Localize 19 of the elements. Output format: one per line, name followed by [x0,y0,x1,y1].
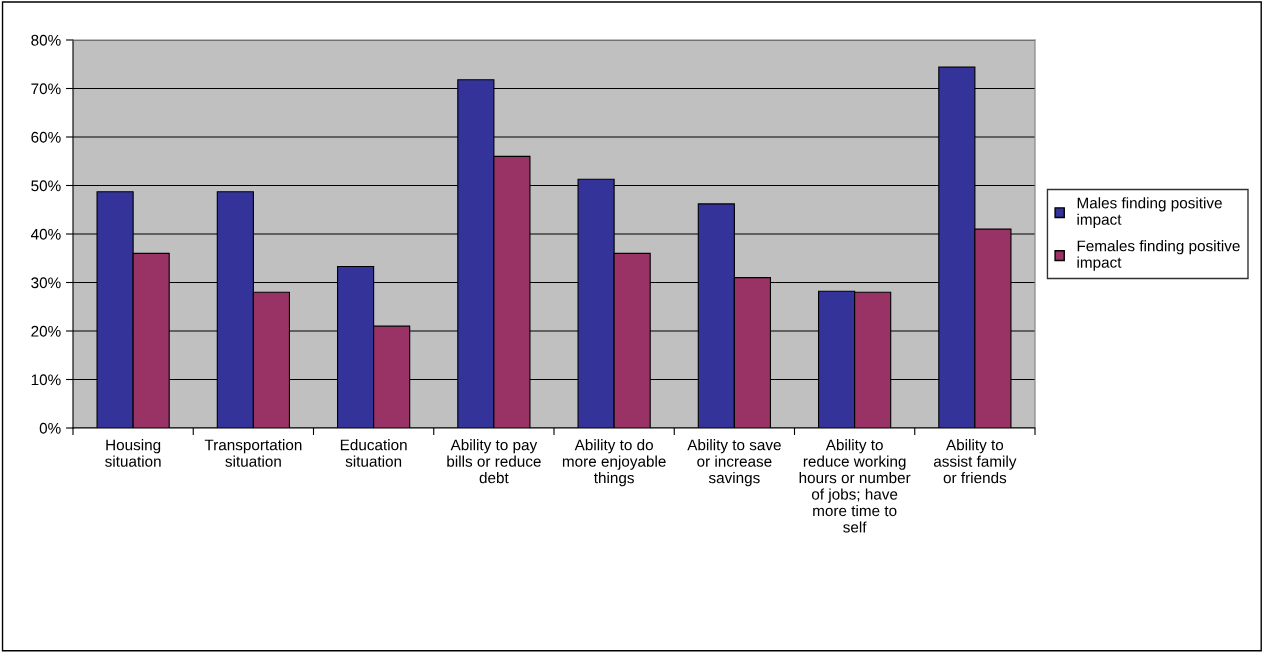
x-tick-label: Ability to reduce working hours or number of jobs; have more time to self [799,439,911,533]
y-tick-label: 20% [31,325,61,337]
y-tick-label: 60% [31,131,61,143]
y-tick-label: 40% [30,228,61,240]
x-tick-label: Housing situation [105,439,161,467]
x-tick-label: Ability to assist family or friends [933,439,1017,484]
legend-label: Males finding positive impact [1077,197,1222,228]
x-tick-label: Education situation [340,439,407,467]
x-tick-label: Ability to do more enjoyable things [562,439,666,487]
x-tick-label: Ability to save or increase savings [687,439,781,487]
x-tick-label: Ability to pay bills or reduce debt [447,439,541,484]
legend-label: Females finding positive impact [1077,240,1240,271]
y-tick-label: 0% [39,422,61,434]
y-tick-label: 80% [31,34,61,46]
y-tick-label: 10% [31,374,61,386]
y-tick-label: 70% [31,83,61,95]
y-tick-label: 30% [31,277,61,289]
y-tick-label: 50% [31,180,61,192]
x-tick-label: Transportation situation [204,439,302,467]
